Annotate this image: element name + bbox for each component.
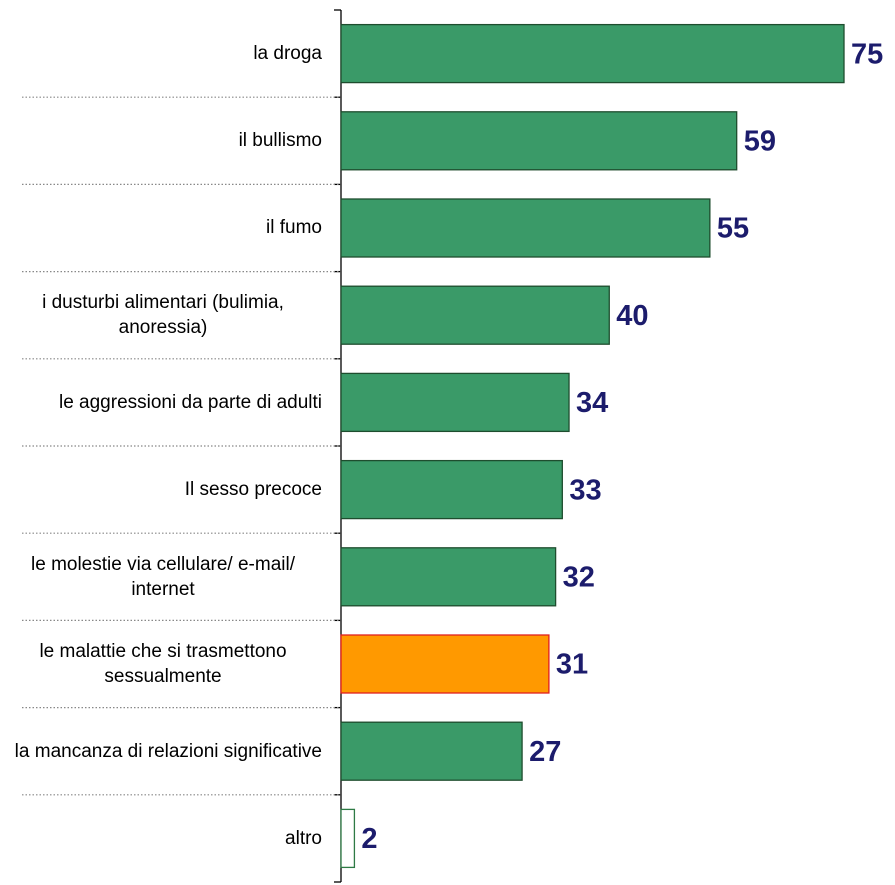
category-label: altro <box>0 795 322 882</box>
category-label: le aggressioni da parte di adulti <box>0 359 322 446</box>
category-text: le malattie che si trasmettono sessualme… <box>39 640 287 687</box>
category-text: altro <box>285 827 322 849</box>
category-label: la mancanza di relazioni significative <box>0 708 322 795</box>
bar <box>340 111 738 171</box>
bar <box>340 198 711 258</box>
value-label: 59 <box>744 125 776 157</box>
value-label: 34 <box>576 387 608 419</box>
category-label: il bullismo <box>0 97 322 184</box>
category-text: la droga <box>253 43 322 65</box>
category-label: la droga <box>0 10 322 97</box>
value-label: 40 <box>616 300 648 332</box>
category-label: il fumo <box>0 184 322 271</box>
bar <box>340 372 570 433</box>
bar <box>340 634 550 694</box>
category-text: i dusturbi alimentari (bulimia, anoressi… <box>42 292 284 339</box>
value-label: 75 <box>851 38 883 70</box>
bar <box>340 721 523 781</box>
value-label: 2 <box>361 823 377 855</box>
bar <box>340 808 356 869</box>
value-label: 27 <box>529 736 561 768</box>
value-label: 55 <box>717 213 749 245</box>
value-label: 31 <box>556 649 588 681</box>
category-label: i dusturbi alimentari (bulimia, anoressi… <box>0 272 322 359</box>
category-label: le malattie che si trasmettono sessualme… <box>0 620 322 707</box>
category-text: Il sesso precoce <box>184 479 322 501</box>
category-text: la mancanza di relazioni significative <box>14 740 322 762</box>
category-text: le aggressioni da parte di adulti <box>58 391 322 413</box>
category-text: il bullismo <box>238 130 322 152</box>
category-text: le molestie via cellulare/ e-mail/ inter… <box>31 553 295 600</box>
category-text: il fumo <box>266 217 322 239</box>
bar <box>340 459 563 520</box>
value-label: 33 <box>569 474 601 506</box>
value-label: 32 <box>563 561 595 593</box>
bar <box>340 23 845 84</box>
category-label: le molestie via cellulare/ e-mail/ inter… <box>0 533 322 620</box>
bar <box>340 547 557 607</box>
category-label: Il sesso precoce <box>0 446 322 533</box>
bar <box>340 285 610 345</box>
